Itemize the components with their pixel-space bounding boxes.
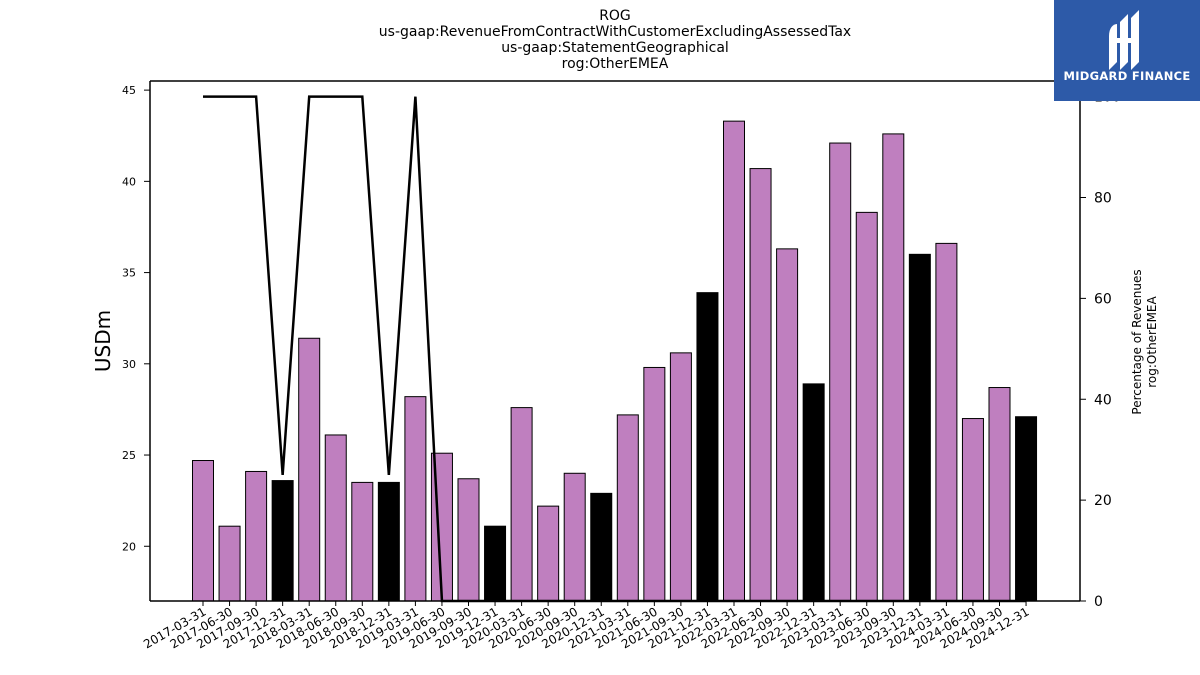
logo-text: MIDGARD FINANCE <box>1063 69 1191 83</box>
chart-title-line: ROG <box>599 8 631 24</box>
y2-axis-label-line: rog:OtherEMEA <box>1145 295 1159 387</box>
bar <box>563 472 586 602</box>
bar <box>590 492 613 602</box>
bar <box>457 478 480 602</box>
logo: MIDGARD FINANCE <box>1054 0 1200 101</box>
bar <box>988 387 1011 602</box>
axes: 2025303540450204060801002017-03-312017-0… <box>91 80 1159 651</box>
y-axis-label: USDm <box>91 310 115 372</box>
bar <box>351 481 374 602</box>
bar <box>908 253 931 602</box>
bar <box>271 480 294 602</box>
bar <box>723 120 745 602</box>
chart-title-line: us-gaap:StatementGeographical <box>501 40 729 56</box>
bar <box>961 418 984 602</box>
chart-title: ROGus-gaap:RevenueFromContractWithCustom… <box>379 8 851 72</box>
bar <box>776 248 799 602</box>
bar <box>829 142 852 602</box>
y2-tick-label: 0 <box>1094 594 1103 610</box>
bar <box>802 383 825 602</box>
bar <box>749 168 772 602</box>
bar <box>882 133 905 602</box>
bar <box>245 470 268 602</box>
bar <box>484 525 507 602</box>
y2-tick-label: 80 <box>1094 191 1112 207</box>
chart-title-line: rog:OtherEMEA <box>562 56 669 72</box>
bar <box>855 211 878 602</box>
y-tick-label: 30 <box>122 358 136 371</box>
y2-tick-label: 40 <box>1094 392 1112 408</box>
y-tick-label: 35 <box>122 267 136 280</box>
bar <box>192 460 214 602</box>
bar <box>404 396 427 602</box>
y-tick-label: 20 <box>122 540 136 553</box>
y-tick-label: 40 <box>122 175 136 188</box>
bar <box>696 292 719 602</box>
bar <box>616 414 639 602</box>
logo-mark-icon <box>1109 10 1139 70</box>
bar <box>298 337 321 602</box>
bar <box>510 407 533 602</box>
y-tick-label: 45 <box>122 84 136 97</box>
bar <box>935 242 958 602</box>
chart-title-line: us-gaap:RevenueFromContractWithCustomerE… <box>379 24 851 40</box>
y-tick-label: 25 <box>122 449 136 462</box>
y2-tick-label: 20 <box>1094 493 1112 509</box>
bar <box>377 481 400 602</box>
bar <box>537 505 560 602</box>
bar <box>643 366 666 602</box>
bar <box>1015 416 1038 602</box>
bars <box>192 120 1038 602</box>
y2-axis-label-line: Percentage of Revenues <box>1130 269 1144 414</box>
bar <box>669 352 692 602</box>
bar <box>218 525 241 602</box>
y2-tick-label: 60 <box>1094 291 1112 307</box>
bar <box>324 434 347 602</box>
